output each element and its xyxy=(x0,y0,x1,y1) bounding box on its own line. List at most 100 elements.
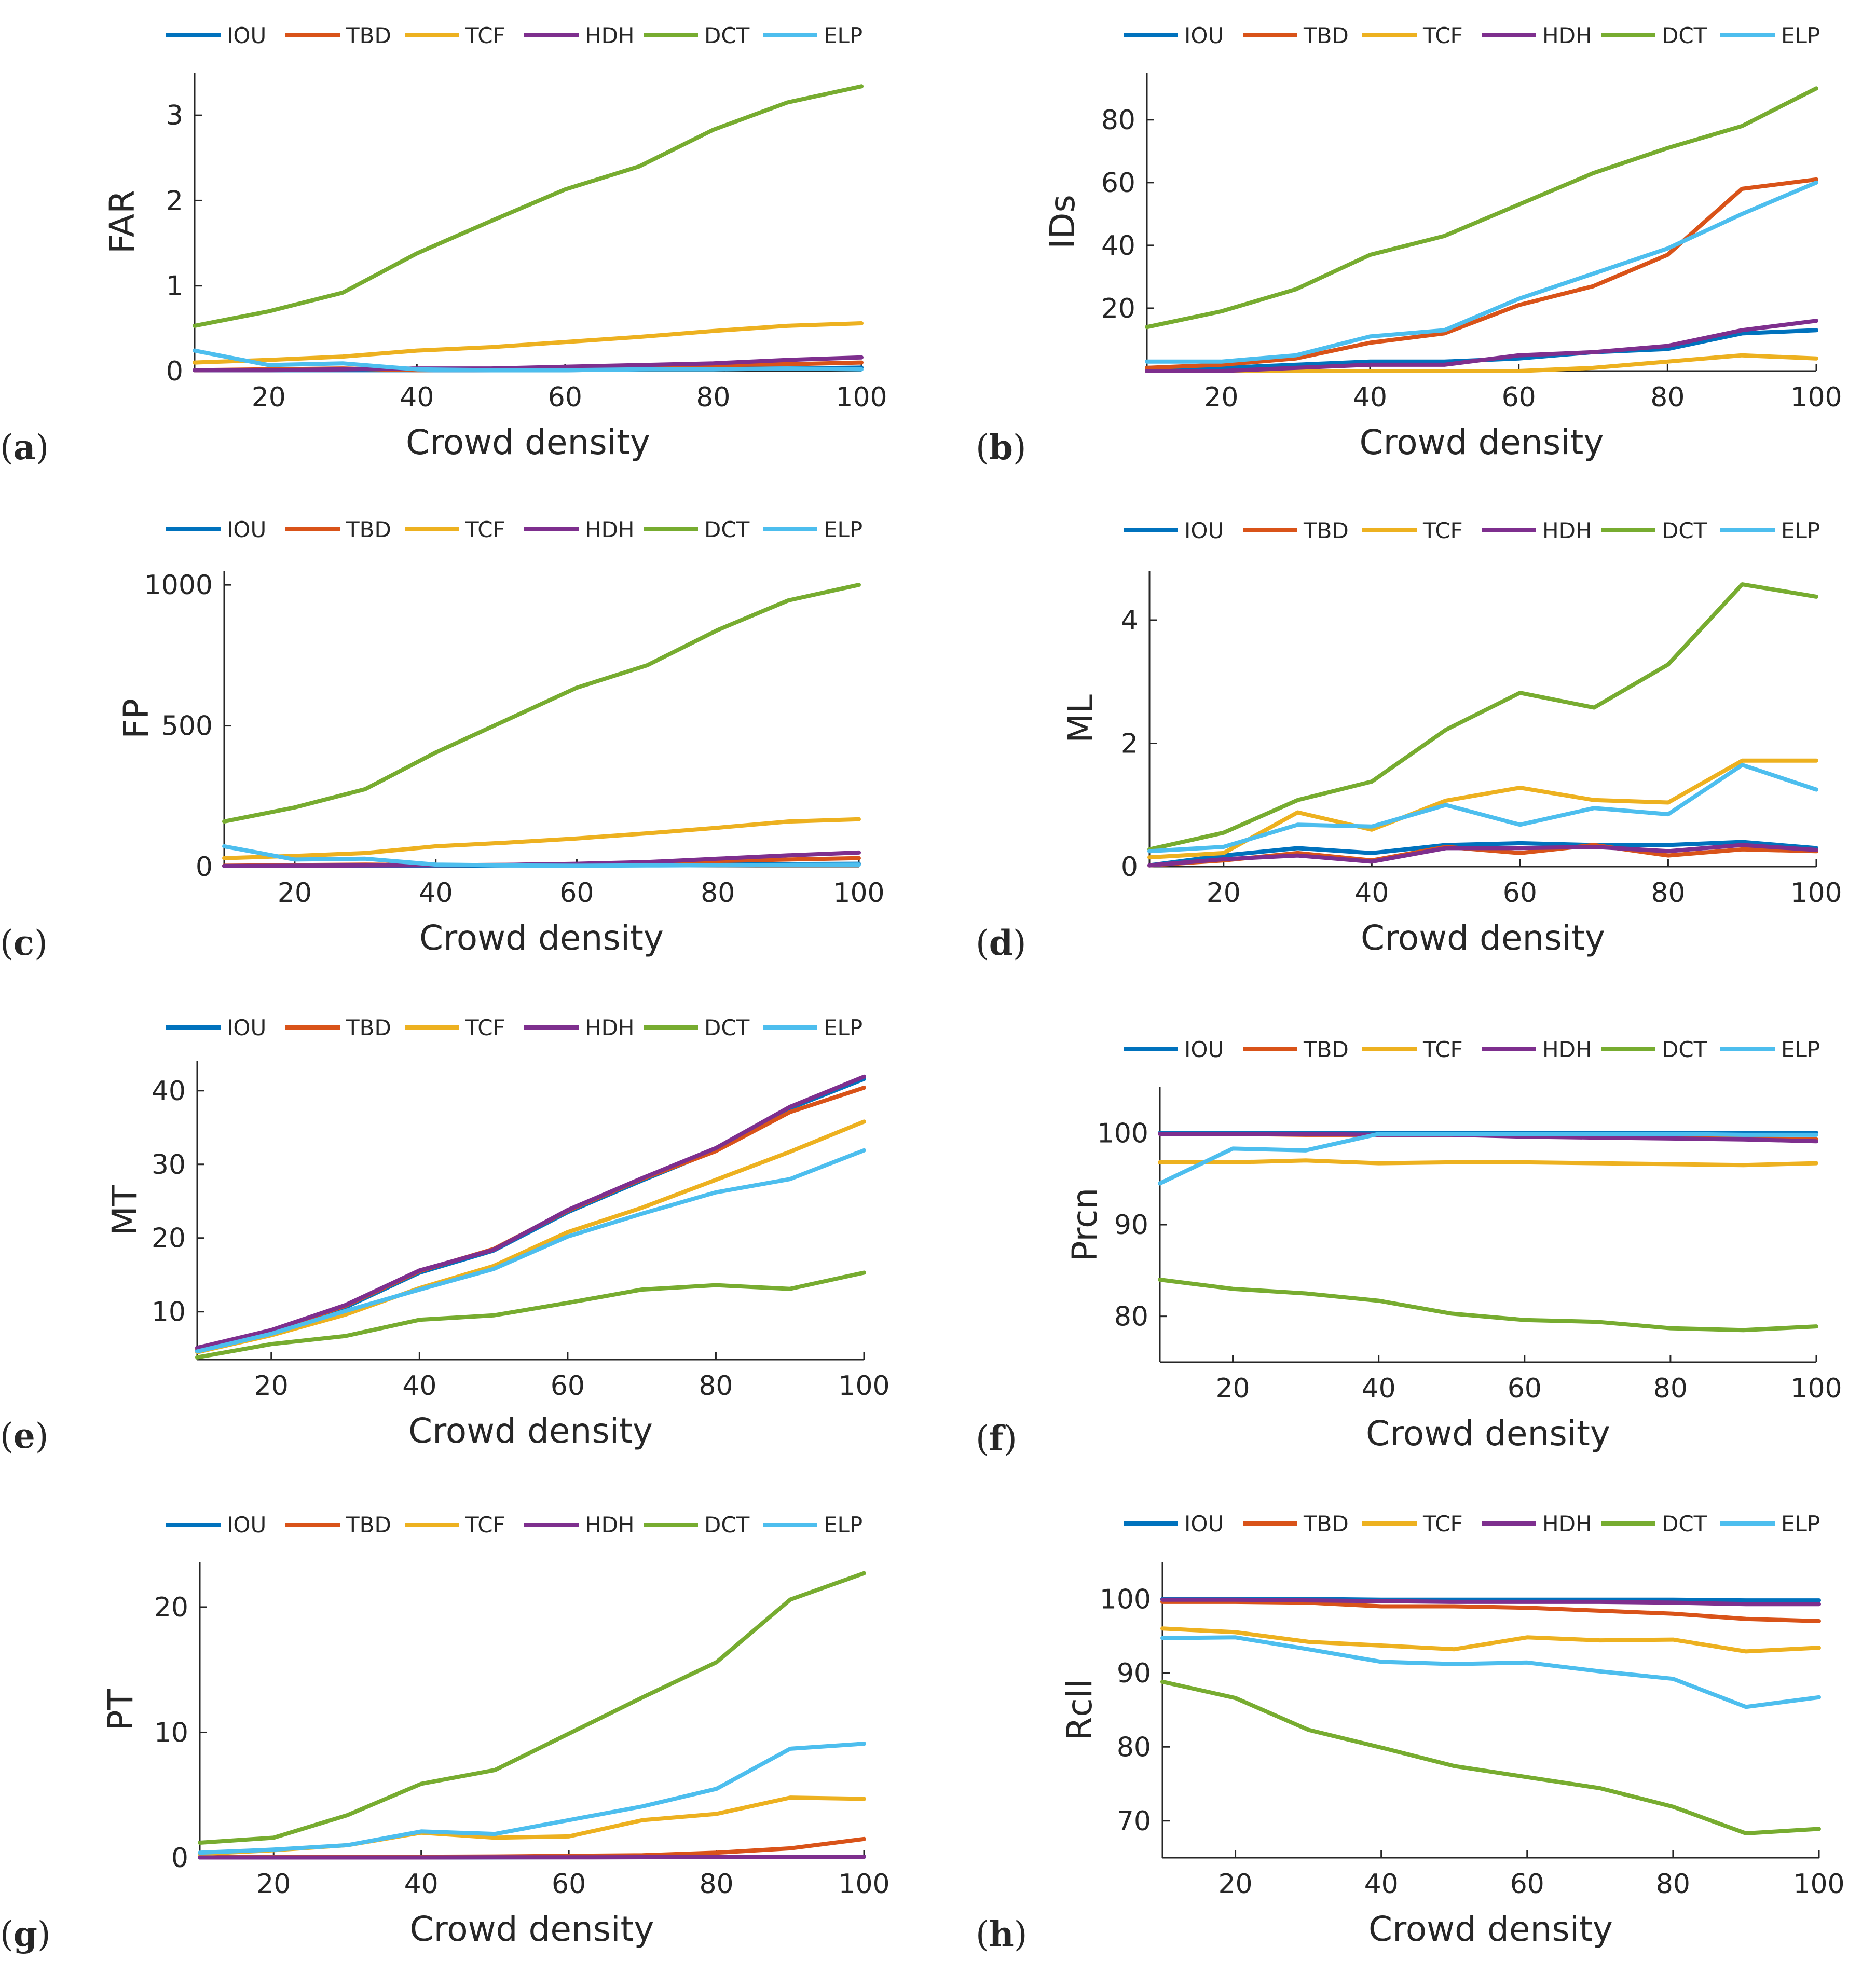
panel-letter: e xyxy=(13,1416,35,1456)
series-line-dct xyxy=(1160,1679,1821,1835)
series-line-elp xyxy=(195,1148,866,1354)
panel-label-f: (f) xyxy=(976,1418,1017,1459)
x-tick-label: 80 xyxy=(699,1370,733,1402)
legend-d: IOU TBD TCF HDH DCT ELP xyxy=(1124,518,1820,543)
legend-label-hdh: HDH xyxy=(1542,23,1592,48)
y-axis-label: FP xyxy=(116,698,156,739)
legend-label-hdh: HDH xyxy=(585,1512,635,1538)
series-line-tcf xyxy=(1147,758,1818,860)
panel-letter: a xyxy=(13,427,36,468)
x-tick-label: 20 xyxy=(278,878,312,909)
panel-label-c: (c) xyxy=(0,923,48,963)
legend-label-elp: ELP xyxy=(1781,1037,1820,1062)
panel-letter: h xyxy=(989,1914,1014,1954)
y-axis-label: MT xyxy=(105,1185,145,1236)
x-axis-label: Crowd density xyxy=(410,1909,654,1949)
legend-label-tcf: TCF xyxy=(465,1512,505,1538)
y-tick-label: 20 xyxy=(152,1223,186,1254)
x-tick-label: 60 xyxy=(1503,878,1537,909)
legend-label-iou: IOU xyxy=(227,1015,266,1040)
legend-label-tcf: TCF xyxy=(465,517,505,542)
y-tick-label: 3 xyxy=(166,100,183,131)
y-tick-label: 0 xyxy=(196,852,213,883)
legend-label-hdh: HDH xyxy=(1542,1037,1592,1062)
legend-e: IOU TBD TCF HDH DCT ELP xyxy=(166,1015,862,1040)
series-line-elp xyxy=(1145,180,1818,364)
y-tick-label: 0 xyxy=(171,1843,188,1874)
legend-label-tbd: TBD xyxy=(1303,1037,1349,1062)
x-tick-label: 100 xyxy=(838,1370,889,1402)
series-line-elp xyxy=(1160,1635,1821,1709)
x-tick-label: 60 xyxy=(551,1370,585,1402)
legend-label-tbd: TBD xyxy=(346,23,391,48)
x-tick-label: 100 xyxy=(833,878,884,909)
series-line-dct xyxy=(198,1571,866,1845)
y-tick-label: 90 xyxy=(1114,1210,1148,1241)
y-axis-label: IDs xyxy=(1043,195,1083,249)
legend-label-tbd: TBD xyxy=(1303,518,1349,543)
legend-label-tcf: TCF xyxy=(1422,23,1463,48)
x-tick-label: 20 xyxy=(1207,878,1241,909)
x-tick-label: 100 xyxy=(838,1869,889,1900)
series-line-dct xyxy=(1147,582,1818,852)
x-tick-label: 100 xyxy=(1790,382,1842,413)
x-axis-label: Crowd density xyxy=(408,1411,653,1451)
x-tick-label: 60 xyxy=(1510,1869,1544,1900)
x-axis-label: Crowd density xyxy=(1366,1414,1610,1454)
series-line-dct xyxy=(1145,86,1818,330)
legend-label-iou: IOU xyxy=(1184,1037,1224,1062)
panel-letter: d xyxy=(989,923,1013,963)
y-tick-label: 2 xyxy=(1121,729,1138,760)
y-tick-label: 20 xyxy=(154,1592,188,1623)
x-tick-label: 60 xyxy=(1502,382,1536,413)
x-tick-label: 60 xyxy=(1508,1373,1542,1404)
y-tick-label: 2 xyxy=(166,185,183,216)
y-axis-label: Prcn xyxy=(1065,1188,1105,1262)
legend-label-tbd: TBD xyxy=(1303,23,1349,48)
chart-panel-b: IOU TBD TCF HDH DCT ELP 20 40 60 80 100 20 40 60 80 Cro… xyxy=(976,23,1842,468)
series-line-hdh xyxy=(1147,843,1818,868)
legend-label-dct: DCT xyxy=(704,1015,750,1040)
panel-label-b: (b) xyxy=(976,427,1026,468)
legend-label-dct: DCT xyxy=(1662,518,1707,543)
x-tick-label: 80 xyxy=(696,382,730,413)
legend-label-hdh: HDH xyxy=(585,517,635,542)
x-tick-label: 80 xyxy=(1653,1373,1688,1404)
x-tick-label: 80 xyxy=(1651,878,1685,909)
series-line-tbd xyxy=(1145,177,1818,370)
x-tick-label: 20 xyxy=(1215,1373,1250,1404)
x-tick-label: 20 xyxy=(1218,1869,1252,1900)
x-tick-label: 40 xyxy=(400,382,434,413)
panel-letter: b xyxy=(989,427,1013,468)
panel-label-h: (h) xyxy=(976,1914,1028,1954)
x-tick-label: 100 xyxy=(836,382,887,413)
chart-panel-a: IOU TBD TCF HDH DCT ELP 20 40 60 80 100 0 1 2 3 Crowd d… xyxy=(0,23,887,468)
chart-panel-d: IOU TBD TCF HDH DCT ELP 20 40 60 80 100 0 2 4 Crowd de… xyxy=(976,518,1842,963)
series-line-hdh xyxy=(1145,319,1818,373)
legend-label-tbd: TBD xyxy=(346,1015,391,1040)
panel-letter: f xyxy=(989,1418,1006,1459)
y-tick-label: 1000 xyxy=(144,570,213,601)
legend-f: IOU TBD TCF HDH DCT ELP xyxy=(1124,1037,1820,1062)
series-line-tcf xyxy=(193,321,864,365)
legend-label-hdh: HDH xyxy=(585,23,635,48)
legend-label-elp: ELP xyxy=(824,517,862,542)
series-line-elp xyxy=(222,844,861,868)
x-tick-label: 100 xyxy=(1790,878,1842,909)
y-tick-label: 0 xyxy=(1121,852,1138,883)
legend-label-tcf: TCF xyxy=(1422,1511,1463,1537)
legend-label-iou: IOU xyxy=(1184,1511,1224,1537)
series-line-iou xyxy=(1147,840,1818,868)
legend-h: IOU TBD TCF HDH DCT ELP xyxy=(1124,1511,1820,1537)
legend-a: IOU TBD TCF HDH DCT ELP xyxy=(166,23,862,48)
chart-panel-e: IOU TBD TCF HDH DCT ELP 20 40 60 80 100 10 20 30 40 Cro… xyxy=(0,1015,890,1456)
x-tick-label: 20 xyxy=(1204,382,1238,413)
y-tick-label: 90 xyxy=(1117,1658,1151,1689)
series-line-dct xyxy=(222,583,861,824)
legend-label-dct: DCT xyxy=(704,1512,750,1538)
series-line-dct xyxy=(195,1270,866,1360)
y-tick-label: 70 xyxy=(1117,1806,1151,1837)
legend-label-iou: IOU xyxy=(1184,518,1224,543)
series-line-elp xyxy=(193,348,864,373)
panel-letter: c xyxy=(13,923,34,963)
